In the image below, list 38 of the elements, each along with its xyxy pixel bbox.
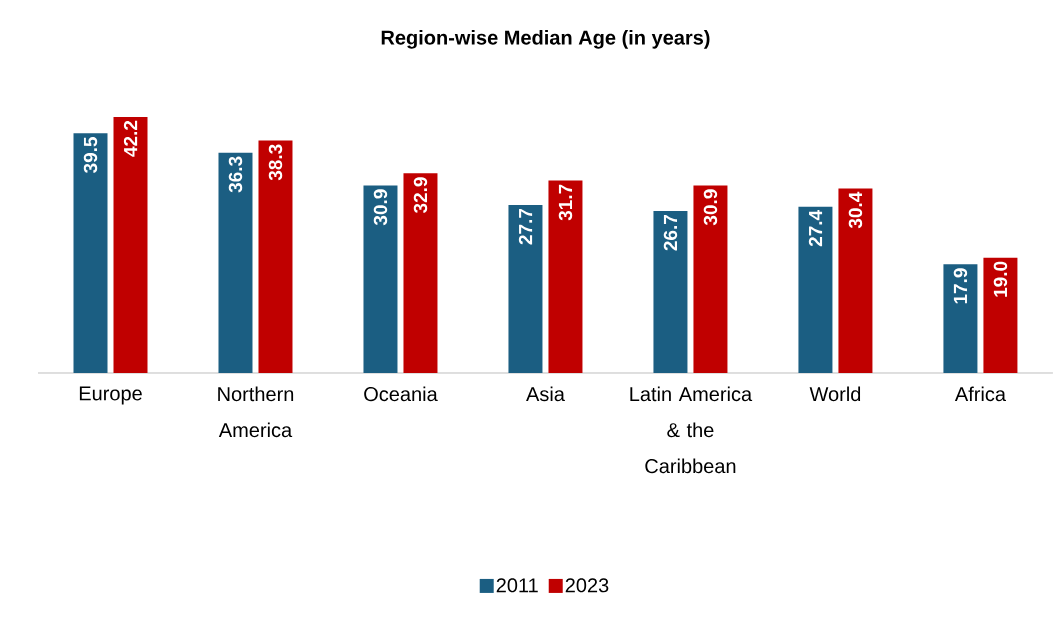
bar	[508, 204, 543, 373]
data-label: 30.9	[703, 189, 718, 226]
legend-label: 2023	[565, 578, 609, 593]
data-label: 30.9	[373, 189, 388, 226]
bar	[838, 188, 873, 373]
bar	[258, 140, 293, 373]
data-label: 38.3	[268, 144, 283, 181]
data-label: 26.7	[663, 215, 678, 251]
data-label: 36.3	[228, 156, 243, 193]
data-label: 30.4	[848, 191, 863, 229]
x-tick-label: Latin America & the Caribbean	[630, 386, 753, 474]
legend-label: 2011	[496, 578, 538, 593]
x-tick-label: Europe	[79, 386, 142, 405]
data-label: 31.7	[558, 184, 573, 221]
bar	[73, 133, 108, 373]
bar	[798, 206, 833, 373]
bar	[218, 152, 253, 373]
x-tick-label: Oceania	[364, 386, 438, 402]
bar	[983, 257, 1018, 373]
data-label: 27.4	[808, 210, 823, 247]
data-label: 19.0	[993, 261, 1008, 297]
bar	[403, 173, 438, 373]
bar	[653, 210, 688, 373]
x-tick-label: Africa	[954, 386, 1006, 402]
data-label: 32.9	[413, 177, 428, 214]
data-label: 27.7	[518, 208, 533, 245]
bar	[693, 185, 728, 373]
bar	[363, 185, 398, 373]
bar	[548, 180, 583, 373]
chart-title: Region-wise Median Age (in years)	[381, 30, 710, 49]
x-tick-label: Northern America	[218, 386, 294, 438]
data-label: 42.2	[123, 120, 138, 157]
x-tick-label: Asia	[526, 386, 565, 402]
x-tick-label: World	[809, 386, 861, 402]
data-label: 17.9	[953, 268, 968, 304]
data-label: 39.5	[83, 137, 98, 174]
bar	[113, 116, 148, 373]
bar	[943, 264, 978, 373]
